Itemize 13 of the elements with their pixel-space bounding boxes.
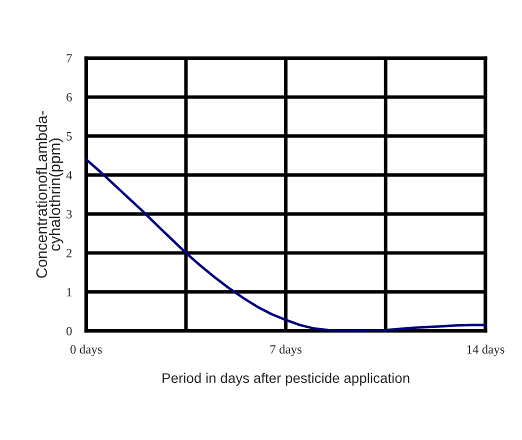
- y-tick-label: 4: [66, 171, 72, 180]
- y-axis-title: ConcentrationofLambda- cyhalothrin(ppm): [36, 111, 64, 278]
- x-tick-label: 7 days: [270, 344, 302, 356]
- y-tick-label: 5: [66, 132, 72, 140]
- y-tick-label: 7: [66, 54, 72, 62]
- y-tick-label: 3: [66, 210, 72, 218]
- x-tick-label: 0 days: [70, 344, 102, 356]
- y-tick-label: 0: [66, 326, 72, 336]
- y-tick-label: 1: [67, 288, 72, 296]
- y-tick-label: 2: [66, 248, 72, 258]
- x-axis-title: Period in days after pesticide application: [162, 372, 410, 386]
- y-tick-label: 6: [66, 93, 72, 102]
- x-tick-label: 14 days: [467, 344, 504, 356]
